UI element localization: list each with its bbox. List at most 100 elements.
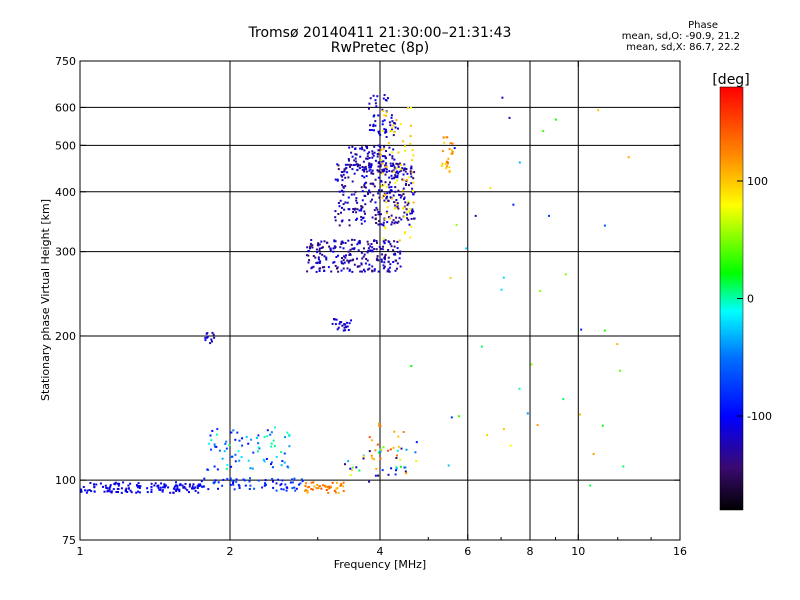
data-point [363, 186, 366, 188]
data-point [364, 186, 367, 189]
y-tick-label: 600 [55, 101, 76, 114]
data-point [241, 444, 244, 447]
axis-labels: Frequency [MHz] Stationary phase Virtual… [39, 199, 426, 571]
data-point [310, 488, 313, 490]
data-point [402, 173, 405, 176]
data-point [355, 163, 358, 166]
data-point [361, 148, 364, 151]
data-point [344, 242, 347, 244]
data-point [398, 216, 401, 219]
data-point [169, 491, 172, 494]
data-point [415, 460, 418, 462]
data-point [358, 167, 361, 170]
data-point [338, 224, 341, 227]
data-point [404, 170, 407, 173]
data-point [386, 195, 388, 198]
data-point [329, 249, 332, 251]
data-point [367, 193, 369, 195]
data-point [257, 450, 259, 453]
data-point [211, 429, 214, 432]
data-point [110, 490, 113, 493]
data-point [385, 210, 388, 213]
data-point [348, 259, 351, 262]
data-point [346, 325, 349, 328]
data-point [283, 452, 286, 455]
data-point [343, 168, 346, 171]
data-point [342, 241, 344, 244]
data-point [387, 270, 390, 272]
data-point [159, 486, 162, 489]
data-point [90, 490, 93, 493]
colorbar-tick-label: 100 [747, 175, 768, 188]
data-point [310, 267, 313, 270]
data-point [381, 129, 384, 132]
data-point [448, 148, 451, 150]
data-point [356, 217, 358, 220]
colorbar-tick-label: 0 [747, 293, 754, 306]
data-point [330, 486, 332, 489]
data-point [381, 120, 384, 123]
data-point [353, 263, 356, 266]
data-point [361, 174, 364, 177]
data-point [344, 163, 347, 166]
data-point [372, 154, 375, 157]
data-point [390, 223, 393, 226]
data-point [390, 186, 393, 188]
data-point [384, 253, 387, 256]
data-point [376, 208, 379, 211]
data-point [262, 458, 265, 461]
data-point [385, 186, 388, 188]
data-point [263, 460, 266, 463]
data-point [342, 490, 345, 492]
data-point [209, 434, 212, 437]
data-point [318, 485, 321, 488]
data-point [243, 479, 246, 482]
data-point [402, 140, 405, 143]
data-point [333, 318, 336, 321]
data-point [390, 114, 393, 117]
data-point [367, 268, 370, 271]
data-point [399, 458, 402, 461]
data-point [272, 480, 274, 483]
data-point [318, 247, 321, 250]
data-point [399, 465, 402, 468]
data-point [108, 487, 111, 490]
data-point [396, 454, 398, 457]
data-point [382, 264, 385, 267]
data-point [82, 486, 85, 488]
data-point [247, 442, 250, 445]
data-point [401, 189, 404, 192]
data-point [412, 181, 415, 184]
data-point [257, 442, 260, 445]
data-point [317, 242, 320, 245]
data-point [352, 208, 355, 210]
data-point [234, 460, 237, 463]
data-point [384, 131, 387, 134]
data-point [378, 132, 380, 135]
data-point [410, 225, 413, 228]
data-point [388, 153, 391, 156]
data-point [407, 200, 410, 203]
data-point [361, 199, 364, 202]
data-point [412, 193, 415, 196]
data-point [265, 458, 268, 460]
data-point [562, 398, 565, 401]
data-point [281, 479, 284, 482]
data-point [186, 489, 189, 492]
data-point [369, 124, 372, 127]
data-point [390, 467, 393, 470]
data-point [404, 167, 406, 170]
data-point [356, 165, 359, 168]
data-point [383, 168, 385, 171]
data-point [244, 484, 247, 487]
data-point [400, 194, 403, 197]
data-point [371, 216, 374, 219]
data-point [411, 210, 414, 212]
data-point [406, 213, 408, 216]
data-point [280, 451, 283, 454]
data-point [321, 246, 324, 249]
data-point [395, 466, 398, 469]
data-point [343, 261, 346, 264]
data-point [377, 474, 380, 477]
data-point [450, 416, 453, 419]
